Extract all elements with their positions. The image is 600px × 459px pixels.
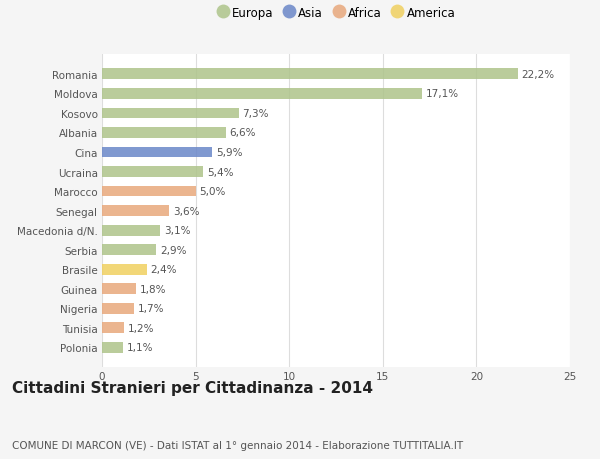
Bar [102, 303, 134, 314]
Bar [102, 264, 147, 275]
Text: COMUNE DI MARCON (VE) - Dati ISTAT al 1° gennaio 2014 - Elaborazione TUTTITALIA.: COMUNE DI MARCON (VE) - Dati ISTAT al 1°… [12, 440, 463, 450]
Text: 2,4%: 2,4% [151, 265, 177, 274]
Legend: Europa, Asia, Africa, America: Europa, Asia, Africa, America [214, 5, 458, 22]
Text: 6,6%: 6,6% [229, 128, 256, 138]
Text: 3,1%: 3,1% [164, 226, 190, 235]
Bar [102, 206, 169, 217]
Bar [102, 108, 239, 119]
Text: 3,6%: 3,6% [173, 206, 200, 216]
Bar [102, 89, 422, 100]
Bar [102, 245, 156, 256]
Bar [102, 128, 226, 139]
Bar [102, 323, 124, 334]
Text: 1,7%: 1,7% [137, 304, 164, 313]
Bar [102, 69, 518, 80]
Text: 1,1%: 1,1% [127, 343, 153, 353]
Bar [102, 284, 136, 295]
Bar [102, 147, 212, 158]
Text: 22,2%: 22,2% [521, 70, 554, 79]
Text: 1,2%: 1,2% [128, 323, 155, 333]
Text: 1,8%: 1,8% [139, 284, 166, 294]
Text: 2,9%: 2,9% [160, 245, 187, 255]
Text: Cittadini Stranieri per Cittadinanza - 2014: Cittadini Stranieri per Cittadinanza - 2… [12, 380, 373, 395]
Bar [102, 342, 122, 353]
Text: 7,3%: 7,3% [242, 109, 269, 118]
Text: 17,1%: 17,1% [426, 89, 459, 99]
Bar [102, 186, 196, 197]
Bar [102, 225, 160, 236]
Text: 5,9%: 5,9% [216, 148, 242, 157]
Bar [102, 167, 203, 178]
Text: 5,4%: 5,4% [207, 167, 233, 177]
Text: 5,0%: 5,0% [199, 187, 226, 196]
